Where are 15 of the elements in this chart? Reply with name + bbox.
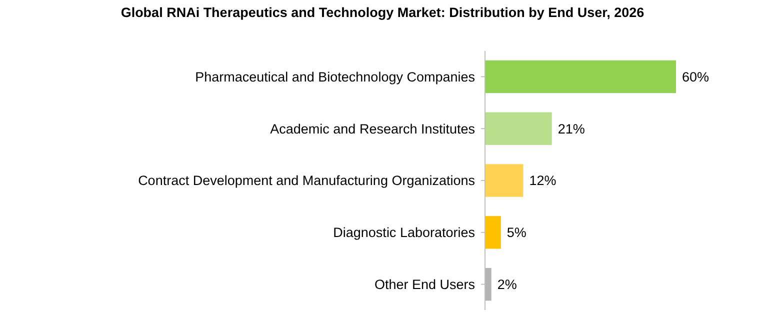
data-label: 21% (558, 121, 585, 136)
data-label: 60% (682, 69, 710, 84)
data-label: 12% (529, 173, 556, 188)
bar (485, 164, 524, 197)
y-tick-label: Academic and Research Institutes (270, 121, 476, 136)
y-tick-label: Other End Users (374, 277, 476, 292)
data-label: 2% (497, 277, 517, 292)
bar (485, 60, 676, 94)
y-tick-label: Contract Development and Manufacturing Organizations (138, 173, 476, 188)
bar (485, 216, 501, 249)
data-label: 5% (506, 225, 526, 240)
y-tick-label: Diagnostic Laboratories (333, 225, 476, 240)
chart-title: Global RNAi Therapeutics and Technology Market: Distribution by End User, 2026 (120, 5, 645, 20)
bar (485, 112, 552, 145)
y-tick-label: Pharmaceutical and Biotechnology Companies (195, 69, 476, 84)
